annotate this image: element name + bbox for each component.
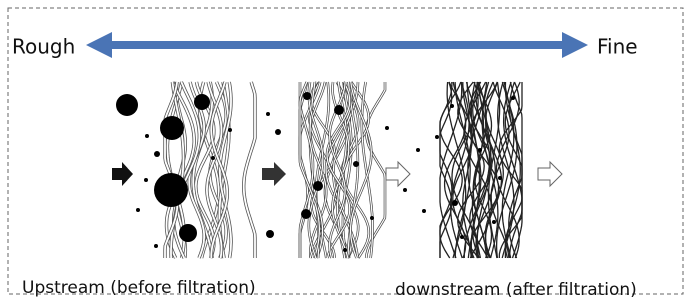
- fine-label: Fine: [597, 35, 638, 59]
- downstream-label: downstream (after filtration): [395, 280, 637, 297]
- particle: [370, 216, 374, 220]
- particle: [301, 209, 311, 219]
- particle: [460, 235, 464, 239]
- rough-label: Rough: [12, 35, 75, 59]
- diagram: Rough Fine Upstream (before filtration) …: [0, 0, 691, 297]
- particle: [266, 230, 274, 238]
- particle: [313, 181, 323, 191]
- particle: [416, 148, 420, 152]
- particle: [194, 94, 210, 110]
- particle: [145, 134, 149, 138]
- particle: [498, 176, 502, 180]
- particle: [116, 94, 138, 116]
- scale-arrow: [86, 32, 588, 58]
- particle: [435, 135, 439, 139]
- particle: [478, 148, 482, 152]
- particle: [452, 200, 458, 206]
- particle: [511, 96, 515, 100]
- particle: [160, 116, 184, 140]
- particle: [422, 209, 426, 213]
- particle: [154, 244, 158, 248]
- particle: [179, 224, 197, 242]
- particle: [334, 105, 344, 115]
- particle: [492, 220, 496, 224]
- particle: [228, 128, 232, 132]
- fiber: [452, 82, 478, 258]
- particle: [403, 188, 407, 192]
- particle: [303, 92, 311, 100]
- particle: [343, 248, 347, 252]
- particle: [144, 178, 148, 182]
- page: Rough Fine Upstream (before filtration) …: [0, 0, 691, 297]
- particle: [211, 156, 215, 160]
- particle: [136, 208, 140, 212]
- particle: [266, 112, 270, 116]
- particle: [353, 161, 359, 167]
- particle: [154, 173, 188, 207]
- particle: [154, 151, 160, 157]
- particle: [450, 104, 454, 108]
- particle: [385, 126, 389, 130]
- particle: [275, 129, 281, 135]
- upstream-label: Upstream (before filtration): [22, 278, 256, 297]
